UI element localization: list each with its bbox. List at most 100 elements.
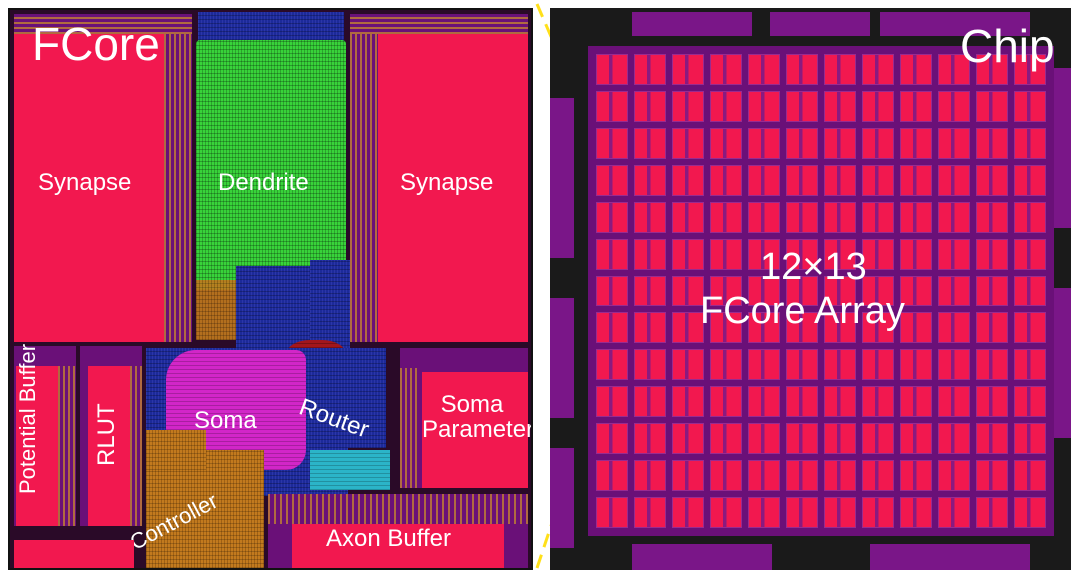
array-size-label: 12×13 <box>760 246 867 288</box>
synapse-left-label: Synapse <box>38 169 132 196</box>
fcore-cell <box>862 423 894 455</box>
fcore-cell <box>976 201 1008 233</box>
soma-parameter-block <box>400 348 528 488</box>
fcore-cell <box>976 90 1008 122</box>
fcore-cell <box>938 238 970 270</box>
fcore-cell <box>634 349 666 381</box>
fcore-cell <box>976 275 1008 307</box>
fcore-cell <box>786 275 818 307</box>
fcore-cell <box>824 238 856 270</box>
soma-parameter-label: Soma Parameter <box>422 391 533 444</box>
fcore-cell <box>748 54 780 85</box>
fcore-cell <box>710 127 742 159</box>
synapse-right-block <box>350 14 528 342</box>
fcore-cell <box>938 423 970 455</box>
fcore-cell <box>748 201 780 233</box>
fcore-cell <box>938 497 970 528</box>
fcore-cell <box>824 423 856 455</box>
fcore-cell <box>900 127 932 159</box>
fcore-cell <box>710 54 742 85</box>
fcore-cell <box>710 423 742 455</box>
fcore-cell <box>786 238 818 270</box>
fcore-cell <box>672 460 704 492</box>
fcore-array <box>588 46 1054 536</box>
fcore-cell <box>976 54 1008 85</box>
fcore-cell <box>1014 275 1046 307</box>
fcore-cell <box>938 54 970 85</box>
fcore-cell <box>748 127 780 159</box>
fcore-cell <box>900 497 932 528</box>
fcore-cell <box>824 349 856 381</box>
fcore-cell <box>596 423 628 455</box>
fcore-cell <box>862 275 894 307</box>
fcore-cell <box>1014 460 1046 492</box>
fcore-cell <box>900 54 932 85</box>
fcore-cell <box>862 201 894 233</box>
chip-layout-panel: Chip 12×13 FCore Array <box>550 8 1071 570</box>
fcore-cell <box>1014 127 1046 159</box>
fcore-cell <box>710 312 742 344</box>
fcore-cell <box>748 497 780 528</box>
fcore-cell <box>976 164 1008 196</box>
fcore-cell <box>824 460 856 492</box>
fcore-cell <box>1014 349 1046 381</box>
fcore-cell <box>824 386 856 418</box>
fcore-cell <box>786 54 818 85</box>
fcore-cell <box>938 90 970 122</box>
fcore-cell <box>710 238 742 270</box>
fcore-cell <box>1014 164 1046 196</box>
fcore-cell <box>596 349 628 381</box>
fcore-cell <box>900 423 932 455</box>
fcore-cell <box>634 54 666 85</box>
fcore-cell <box>824 275 856 307</box>
fcore-cell <box>634 423 666 455</box>
fcore-cell <box>938 312 970 344</box>
fcore-cell <box>1014 386 1046 418</box>
fcore-cell <box>748 164 780 196</box>
fcore-title: FCore <box>32 18 160 70</box>
fcore-cell <box>900 349 932 381</box>
fcore-cell <box>862 312 894 344</box>
fcore-cell <box>938 201 970 233</box>
fcore-cell <box>672 349 704 381</box>
fcore-cell <box>1014 201 1046 233</box>
fcore-cell <box>1014 54 1046 85</box>
fcore-cell <box>786 386 818 418</box>
fcore-cell <box>824 497 856 528</box>
potential-buffer-block <box>14 346 76 526</box>
fcore-cell <box>938 386 970 418</box>
fcore-cell <box>824 54 856 85</box>
fcore-cell <box>900 201 932 233</box>
fcore-cell <box>900 238 932 270</box>
fcore-cell <box>672 54 704 85</box>
fcore-cell <box>748 90 780 122</box>
fcore-cell <box>824 201 856 233</box>
fcore-cell <box>976 386 1008 418</box>
fcore-cell <box>596 386 628 418</box>
fcore-cell <box>862 54 894 85</box>
fcore-cell <box>976 423 1008 455</box>
fcore-cell <box>672 497 704 528</box>
fcore-cell <box>786 497 818 528</box>
fcore-cell <box>634 238 666 270</box>
axon-buffer-block <box>268 494 528 568</box>
fcore-cell <box>672 238 704 270</box>
fcore-cell <box>748 386 780 418</box>
fcore-cell <box>672 201 704 233</box>
fcore-cell <box>1014 90 1046 122</box>
fcore-cell <box>900 460 932 492</box>
fcore-cell <box>672 275 704 307</box>
fcore-cell <box>596 54 628 85</box>
fcore-cell <box>596 90 628 122</box>
fcore-cell <box>1014 423 1046 455</box>
fcore-cell <box>596 127 628 159</box>
fcore-cell <box>824 164 856 196</box>
fcore-cell <box>786 201 818 233</box>
fcore-cell <box>938 275 970 307</box>
fcore-cell <box>634 275 666 307</box>
fcore-cell <box>634 312 666 344</box>
fcore-cell <box>976 312 1008 344</box>
fcore-cell <box>938 349 970 381</box>
fcore-cell <box>786 349 818 381</box>
fcore-cell <box>976 349 1008 381</box>
